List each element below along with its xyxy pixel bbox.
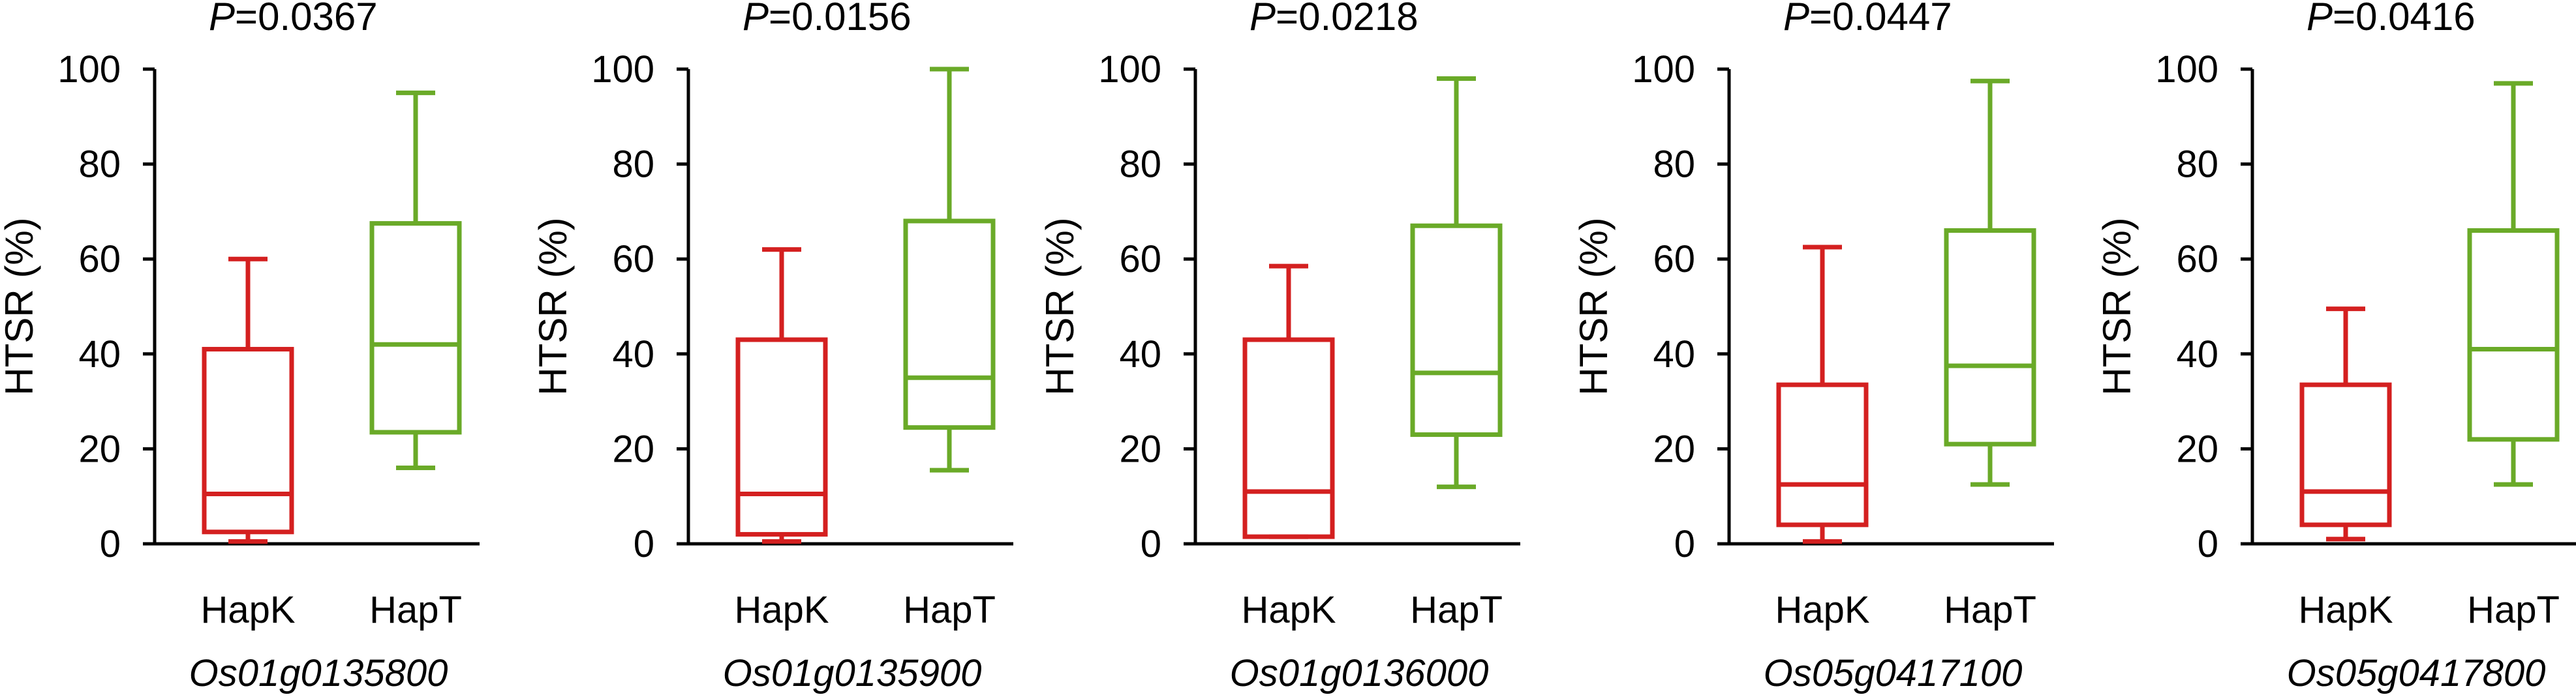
box-HapT: [1944, 78, 2036, 487]
y-tick-label: 0: [1141, 523, 1161, 565]
y-axis-label: HTSR (%): [1038, 217, 1082, 395]
y-tick-label: 0: [2198, 523, 2218, 565]
chart-panel-3: P=0.0218 0 20 40 60 80 100 HTSR (%) HapK HapT Os01…: [1038, 0, 1520, 694]
x-tick-label: HapK: [734, 589, 829, 631]
p-symbol: P: [209, 0, 235, 38]
x-tick-label: HapK: [200, 589, 295, 631]
x-tick-label: HapK: [2298, 589, 2393, 631]
iqr-box: [903, 218, 996, 430]
iqr-box: [1242, 337, 1335, 539]
y-tick-label: 100: [1632, 48, 1695, 91]
p-value-label: P=0.0367: [209, 0, 378, 38]
y-tick-label: 100: [57, 48, 121, 91]
iqr-box: [2467, 228, 2560, 442]
y-tick-label: 80: [612, 143, 654, 186]
y-tick-label: 60: [78, 238, 121, 280]
y-tick-label: 0: [634, 523, 654, 565]
y-tick-label: 60: [1653, 238, 1695, 280]
box-HapT: [369, 90, 462, 471]
y-tick-label: 80: [2176, 143, 2218, 186]
y-tick-label: 60: [2176, 238, 2218, 280]
x-tick-label: HapK: [1241, 589, 1336, 631]
iqr-box: [1410, 223, 1503, 438]
box-HapT: [903, 67, 996, 473]
p-value: =0.0447: [1809, 0, 1952, 38]
p-symbol: P: [743, 0, 769, 38]
iqr-box: [202, 347, 294, 535]
y-axis-label: HTSR (%): [531, 217, 575, 395]
x-tick-label: HapT: [2467, 589, 2560, 631]
chart-panel-2: P=0.0156 0 20 40 60 80 100 HTSR (%) HapK HapT Os01…: [531, 0, 1013, 694]
x-tick-label: HapT: [1410, 589, 1503, 631]
y-axis-label: HTSR (%): [0, 217, 41, 395]
y-axis-label: HTSR (%): [2095, 217, 2139, 395]
iqr-box: [1776, 382, 1869, 528]
y-tick-label: 0: [100, 523, 121, 565]
p-value: =0.0367: [235, 0, 378, 38]
y-tick-label: 80: [78, 143, 121, 186]
y-tick-label: 60: [1119, 238, 1161, 280]
y-axis-label: HTSR (%): [1572, 217, 1616, 395]
y-tick-label: 60: [612, 238, 654, 280]
iqr-box: [2299, 382, 2392, 528]
y-tick-label: 40: [1119, 333, 1161, 376]
box-HapK: [202, 256, 294, 544]
y-tick-label: 100: [1098, 48, 1161, 91]
y-tick-label: 40: [78, 333, 121, 376]
box-HapT: [1410, 76, 1503, 490]
chart-panel-5: P=0.0416 0 20 40 60 80 100 HTSR (%) HapK HapT Os05…: [2095, 0, 2576, 694]
gene-name: Os01g0136000: [1230, 652, 1489, 694]
y-tick-label: 20: [1119, 428, 1161, 470]
y-tick-label: 0: [1674, 523, 1695, 565]
y-tick-label: 20: [78, 428, 121, 470]
iqr-box: [369, 221, 462, 435]
p-value: =0.0416: [2333, 0, 2476, 38]
gene-name: Os05g0417800: [2287, 652, 2546, 694]
gene-name: Os05g0417100: [1764, 652, 2023, 694]
x-tick-label: HapT: [903, 589, 996, 631]
x-tick-label: HapK: [1775, 589, 1869, 631]
y-tick-label: 80: [1653, 143, 1695, 186]
chart-panel-4: P=0.0447 0 20 40 60 80 100 HTSR (%) HapK HapT Os05…: [1572, 0, 2054, 694]
y-tick-label: 20: [1653, 428, 1695, 470]
p-symbol: P: [1250, 0, 1276, 38]
p-value-label: P=0.0416: [2307, 0, 2476, 38]
y-tick-label: 100: [2155, 48, 2218, 91]
x-tick-label: HapT: [369, 589, 462, 631]
box-HapK: [1242, 263, 1335, 539]
y-tick-label: 40: [612, 333, 654, 376]
p-value-label: P=0.0156: [743, 0, 912, 38]
y-tick-label: 40: [2176, 333, 2218, 376]
p-value: =0.0156: [769, 0, 912, 38]
iqr-box: [735, 337, 828, 537]
p-value-label: P=0.0218: [1250, 0, 1418, 38]
gene-name: Os01g0135900: [723, 652, 982, 694]
p-symbol: P: [2307, 0, 2333, 38]
box-HapK: [735, 247, 828, 544]
x-tick-label: HapT: [1944, 589, 2036, 631]
p-value-label: P=0.0447: [1783, 0, 1952, 38]
y-tick-label: 80: [1119, 143, 1161, 186]
y-tick-label: 20: [2176, 428, 2218, 470]
y-tick-label: 40: [1653, 333, 1695, 376]
p-symbol: P: [1783, 0, 1809, 38]
gene-name: Os01g0135800: [189, 652, 448, 694]
box-HapK: [1776, 245, 1869, 544]
y-tick-label: 100: [591, 48, 654, 91]
iqr-box: [1944, 228, 2036, 447]
y-tick-label: 20: [612, 428, 654, 470]
chart-panel-1: P=0.0367 0 20 40 60 80 100 HTSR (%) HapK HapT Os01…: [0, 0, 480, 694]
p-value: =0.0218: [1276, 0, 1418, 38]
box-HapT: [2467, 81, 2560, 487]
box-HapK: [2299, 306, 2392, 542]
